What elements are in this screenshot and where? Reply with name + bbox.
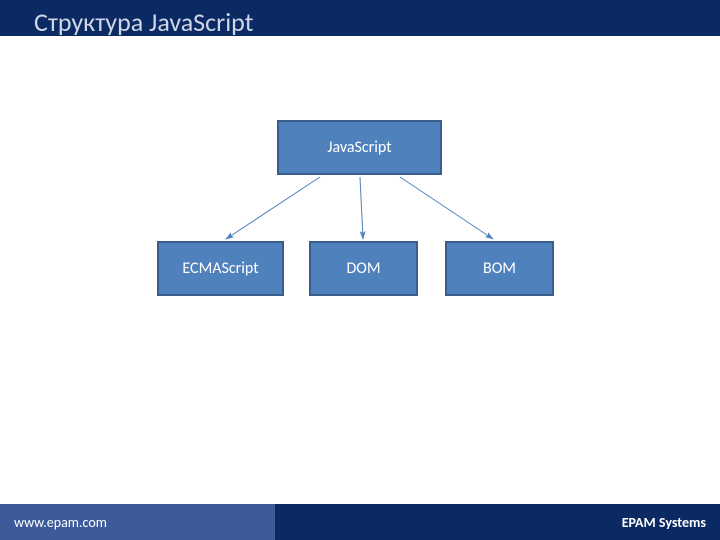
diagram-edge-root-ecma	[226, 177, 320, 239]
page-title: Структура JavaScript	[0, 0, 720, 42]
diagram-area: JavaScript ECMAScript DOM BOM	[0, 100, 720, 460]
diagram-node-dom: DOM	[309, 241, 418, 296]
footer-brand: EPAM Systems	[275, 504, 720, 540]
header-bar: Структура JavaScript	[0, 0, 720, 36]
diagram-node-ecma: ECMAScript	[157, 241, 284, 296]
diagram-edge-root-dom	[360, 177, 363, 239]
slide: Структура JavaScript JavaScript ECMAScrip…	[0, 0, 720, 540]
footer-url: www.epam.com	[0, 504, 275, 540]
header: Структура JavaScript	[0, 0, 720, 36]
footer: www.epam.com EPAM Systems	[0, 504, 720, 540]
diagram-edge-root-bom	[400, 177, 493, 239]
diagram-node-bom: BOM	[445, 241, 554, 296]
diagram-node-root: JavaScript	[277, 120, 442, 175]
